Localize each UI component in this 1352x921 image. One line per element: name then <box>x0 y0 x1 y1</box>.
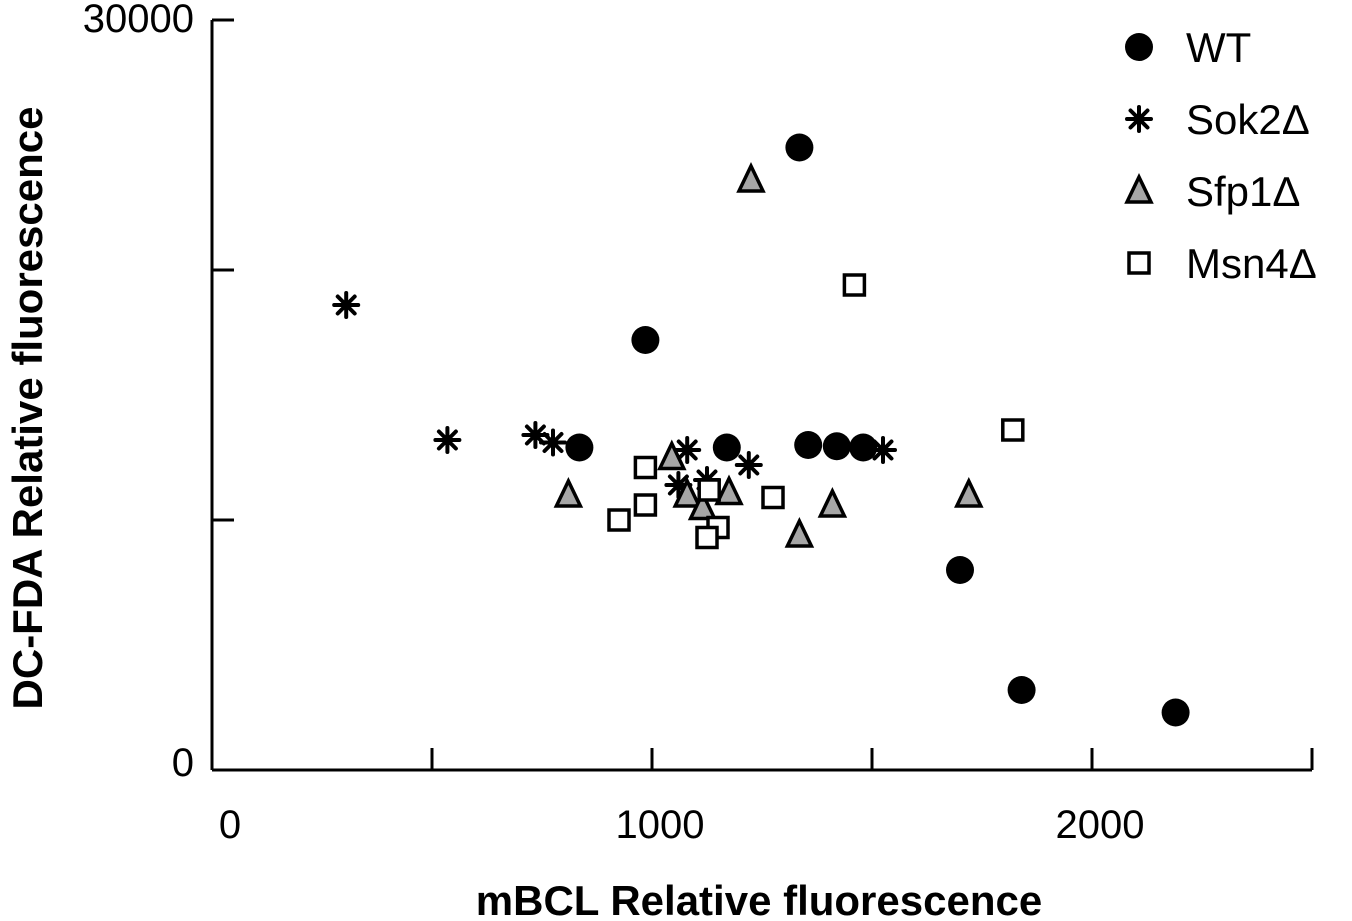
data-point-triangle <box>672 476 702 508</box>
legend-marker-circle <box>1125 33 1153 61</box>
data-point-triangle <box>784 516 815 548</box>
data-point-square <box>842 273 867 297</box>
x-tick-label: 2000 <box>1056 803 1145 847</box>
data-point-asterisk <box>664 471 693 499</box>
data-point-circle <box>794 431 823 459</box>
data-point-square <box>607 508 631 532</box>
data-point-triangle <box>657 439 687 471</box>
data-point-triangle <box>736 161 766 193</box>
data-point-square <box>761 485 785 510</box>
data-point-circle <box>712 433 741 462</box>
data-point-asterisk <box>734 451 763 479</box>
legend: WT Sok2Δ Sfp1Δ Msn4Δ <box>1124 24 1317 287</box>
data-point-square <box>633 455 658 480</box>
data-point-asterisk <box>433 426 462 454</box>
data-point-triangle <box>817 486 848 518</box>
data-point-square <box>633 493 658 517</box>
legend-marker-asterisk <box>1125 105 1153 133</box>
data-point-asterisk <box>869 436 897 464</box>
y-tick-label: 0 <box>172 741 194 785</box>
data-point-triangle <box>553 476 584 508</box>
data-point-asterisk <box>521 421 550 449</box>
x-axis-title: mBCL Relative fluorescence <box>476 877 1042 921</box>
legend-label: WT <box>1186 24 1251 71</box>
data-point-asterisk <box>673 436 702 464</box>
data-point-triangle <box>714 474 744 506</box>
data-point-asterisk <box>332 291 361 319</box>
y-axis-title: DC-FDA Relative fluorescence <box>4 107 51 710</box>
legend-label: Msn4Δ <box>1186 240 1317 287</box>
legend-label: Sok2Δ <box>1186 96 1310 143</box>
data-point-circle <box>849 433 878 462</box>
data-point-circle <box>1007 676 1036 704</box>
axis-ticks: 0 1000 2000 0 30000 <box>83 0 1314 847</box>
x-tick-label: 1000 <box>616 803 705 847</box>
data-point-asterisk <box>539 428 567 457</box>
axes <box>210 20 1312 772</box>
data-points <box>332 133 1190 727</box>
legend-marker-triangle <box>1124 172 1154 204</box>
data-point-square <box>697 478 721 502</box>
y-tick-label: 30000 <box>83 0 194 41</box>
data-point-circle <box>785 133 814 162</box>
data-point-circle <box>1161 698 1190 727</box>
data-point-circle <box>631 326 660 354</box>
legend-label: Sfp1Δ <box>1186 168 1300 215</box>
data-point-triangle <box>687 489 718 521</box>
data-point-circle <box>822 432 851 461</box>
data-point-square <box>1001 418 1025 442</box>
data-point-square <box>695 525 719 550</box>
legend-marker-square <box>1127 251 1151 275</box>
x-tick-label: 0 <box>219 803 241 847</box>
data-point-triangle <box>954 476 984 508</box>
data-point-circle <box>565 433 594 462</box>
data-point-circle <box>946 556 974 584</box>
